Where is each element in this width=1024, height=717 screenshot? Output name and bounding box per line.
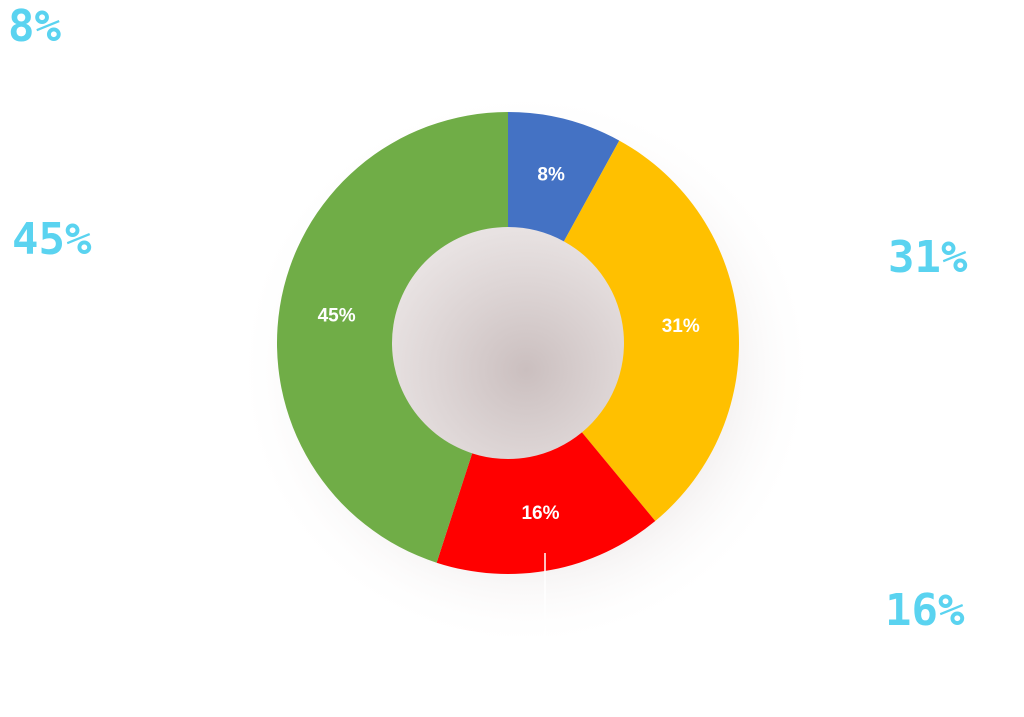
slice-label-blue: 8% <box>537 164 565 185</box>
donut-slice-green <box>277 112 508 563</box>
slice-label-yellow: 31% <box>662 316 700 337</box>
donut-slice-red <box>436 432 656 574</box>
callout-label-red: 16% <box>885 585 965 636</box>
donut-slices <box>277 112 739 574</box>
callout-label-blue: 8% <box>8 1 61 52</box>
donut-slice-blue <box>508 112 620 242</box>
donut-inner-labels: 8% 31% 16% 45% <box>318 164 700 523</box>
donut-slice-yellow <box>563 140 739 521</box>
callout-label-green: 45% <box>12 214 92 265</box>
callout-label-yellow: 31% <box>888 232 968 283</box>
slice-label-green: 45% <box>318 305 356 326</box>
slice-label-red: 16% <box>521 503 559 524</box>
